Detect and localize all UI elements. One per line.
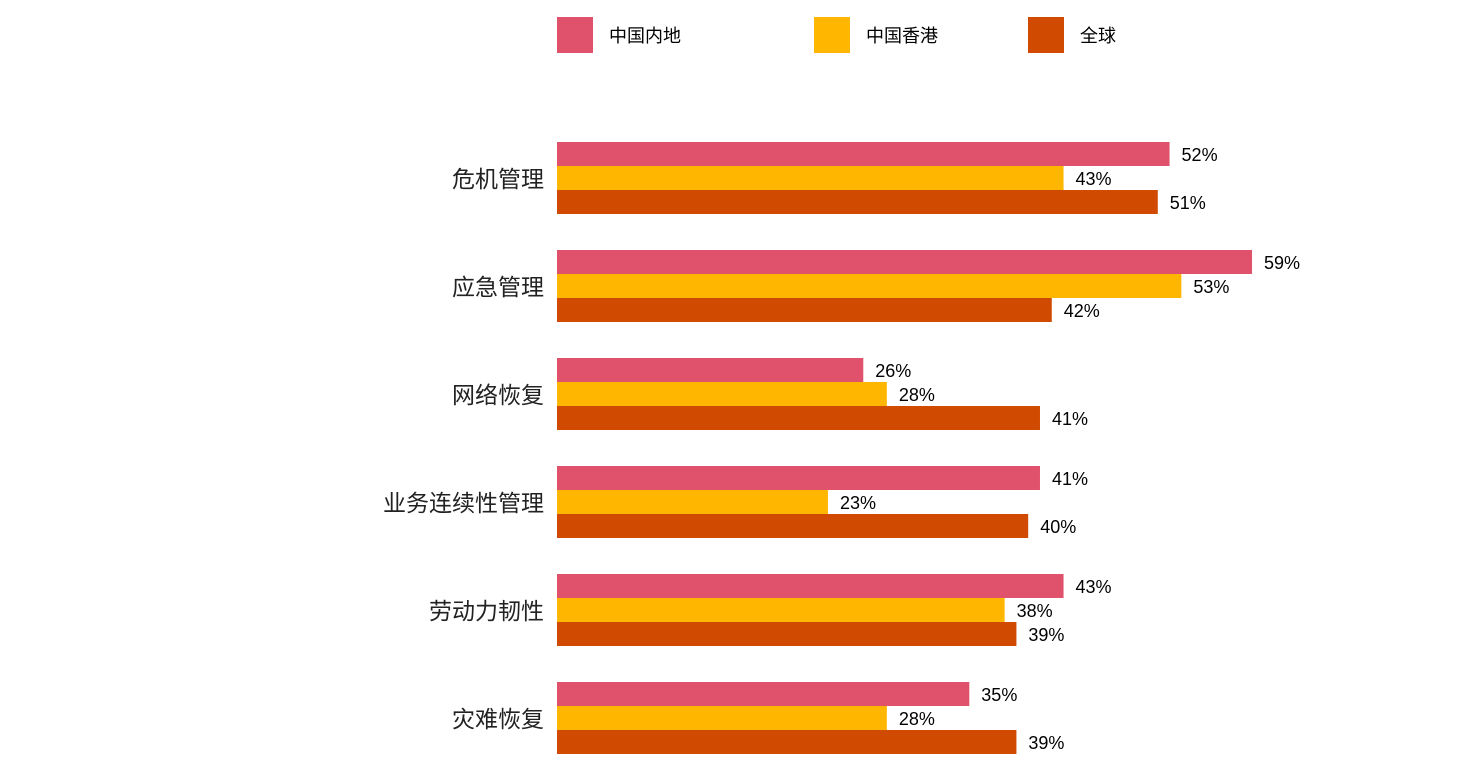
bar-3-1 [557,490,828,514]
bar-3-2 [557,514,1029,538]
legend-swatch-0 [557,17,593,53]
value-label-0-0: 52% [1182,145,1218,165]
bar-5-2 [557,730,1017,754]
bar-2-0 [557,358,864,382]
bar-0-0 [557,142,1170,166]
value-label-4-2: 39% [1028,625,1064,645]
bar-1-0 [557,250,1253,274]
value-label-2-1: 28% [899,385,935,405]
bar-4-0 [557,574,1064,598]
value-label-5-2: 39% [1028,733,1064,753]
value-label-5-0: 35% [981,685,1017,705]
value-label-0-2: 51% [1170,193,1206,213]
category-label-4: 劳动力韧性 [429,599,544,625]
legend: 中国内地 中国香港 全球 [557,17,1116,53]
bar-1-2 [557,298,1052,322]
value-label-5-1: 28% [899,709,935,729]
value-label-3-2: 40% [1040,517,1076,537]
legend-label-1: 中国香港 [866,26,938,47]
bar-0-2 [557,190,1158,214]
value-label-3-0: 41% [1052,469,1088,489]
category-label-3: 业务连续性管理 [383,491,544,517]
value-label-4-0: 43% [1076,577,1112,597]
value-label-2-2: 41% [1052,409,1088,429]
legend-swatch-1 [814,17,850,53]
legend-swatch-2 [1028,17,1064,53]
bar-2-1 [557,382,887,406]
value-label-1-0: 59% [1264,253,1300,273]
category-label-0: 危机管理 [452,167,544,193]
category-label-2: 网络恢复 [452,383,544,409]
value-label-4-1: 38% [1017,601,1053,621]
bar-4-1 [557,598,1005,622]
bar-4-2 [557,622,1017,646]
category-label-5: 灾难恢复 [452,707,544,733]
legend-label-2: 全球 [1080,26,1116,47]
bar-1-1 [557,274,1182,298]
value-label-1-2: 42% [1064,301,1100,321]
bar-3-0 [557,466,1040,490]
bar-5-0 [557,682,970,706]
bars [557,142,1253,754]
category-label-1: 应急管理 [452,275,544,301]
value-label-3-1: 23% [840,493,876,513]
legend-label-0: 中国内地 [609,26,681,47]
bar-0-1 [557,166,1064,190]
value-label-0-1: 43% [1076,169,1112,189]
value-labels: 52% 43% 51% 59% 53% 42% 26% 28% 41% 41% 23% 40% 43% 3… [840,145,1300,753]
value-label-1-1: 53% [1193,277,1229,297]
bar-2-2 [557,406,1040,430]
value-label-2-0: 26% [875,361,911,381]
bar-5-1 [557,706,887,730]
